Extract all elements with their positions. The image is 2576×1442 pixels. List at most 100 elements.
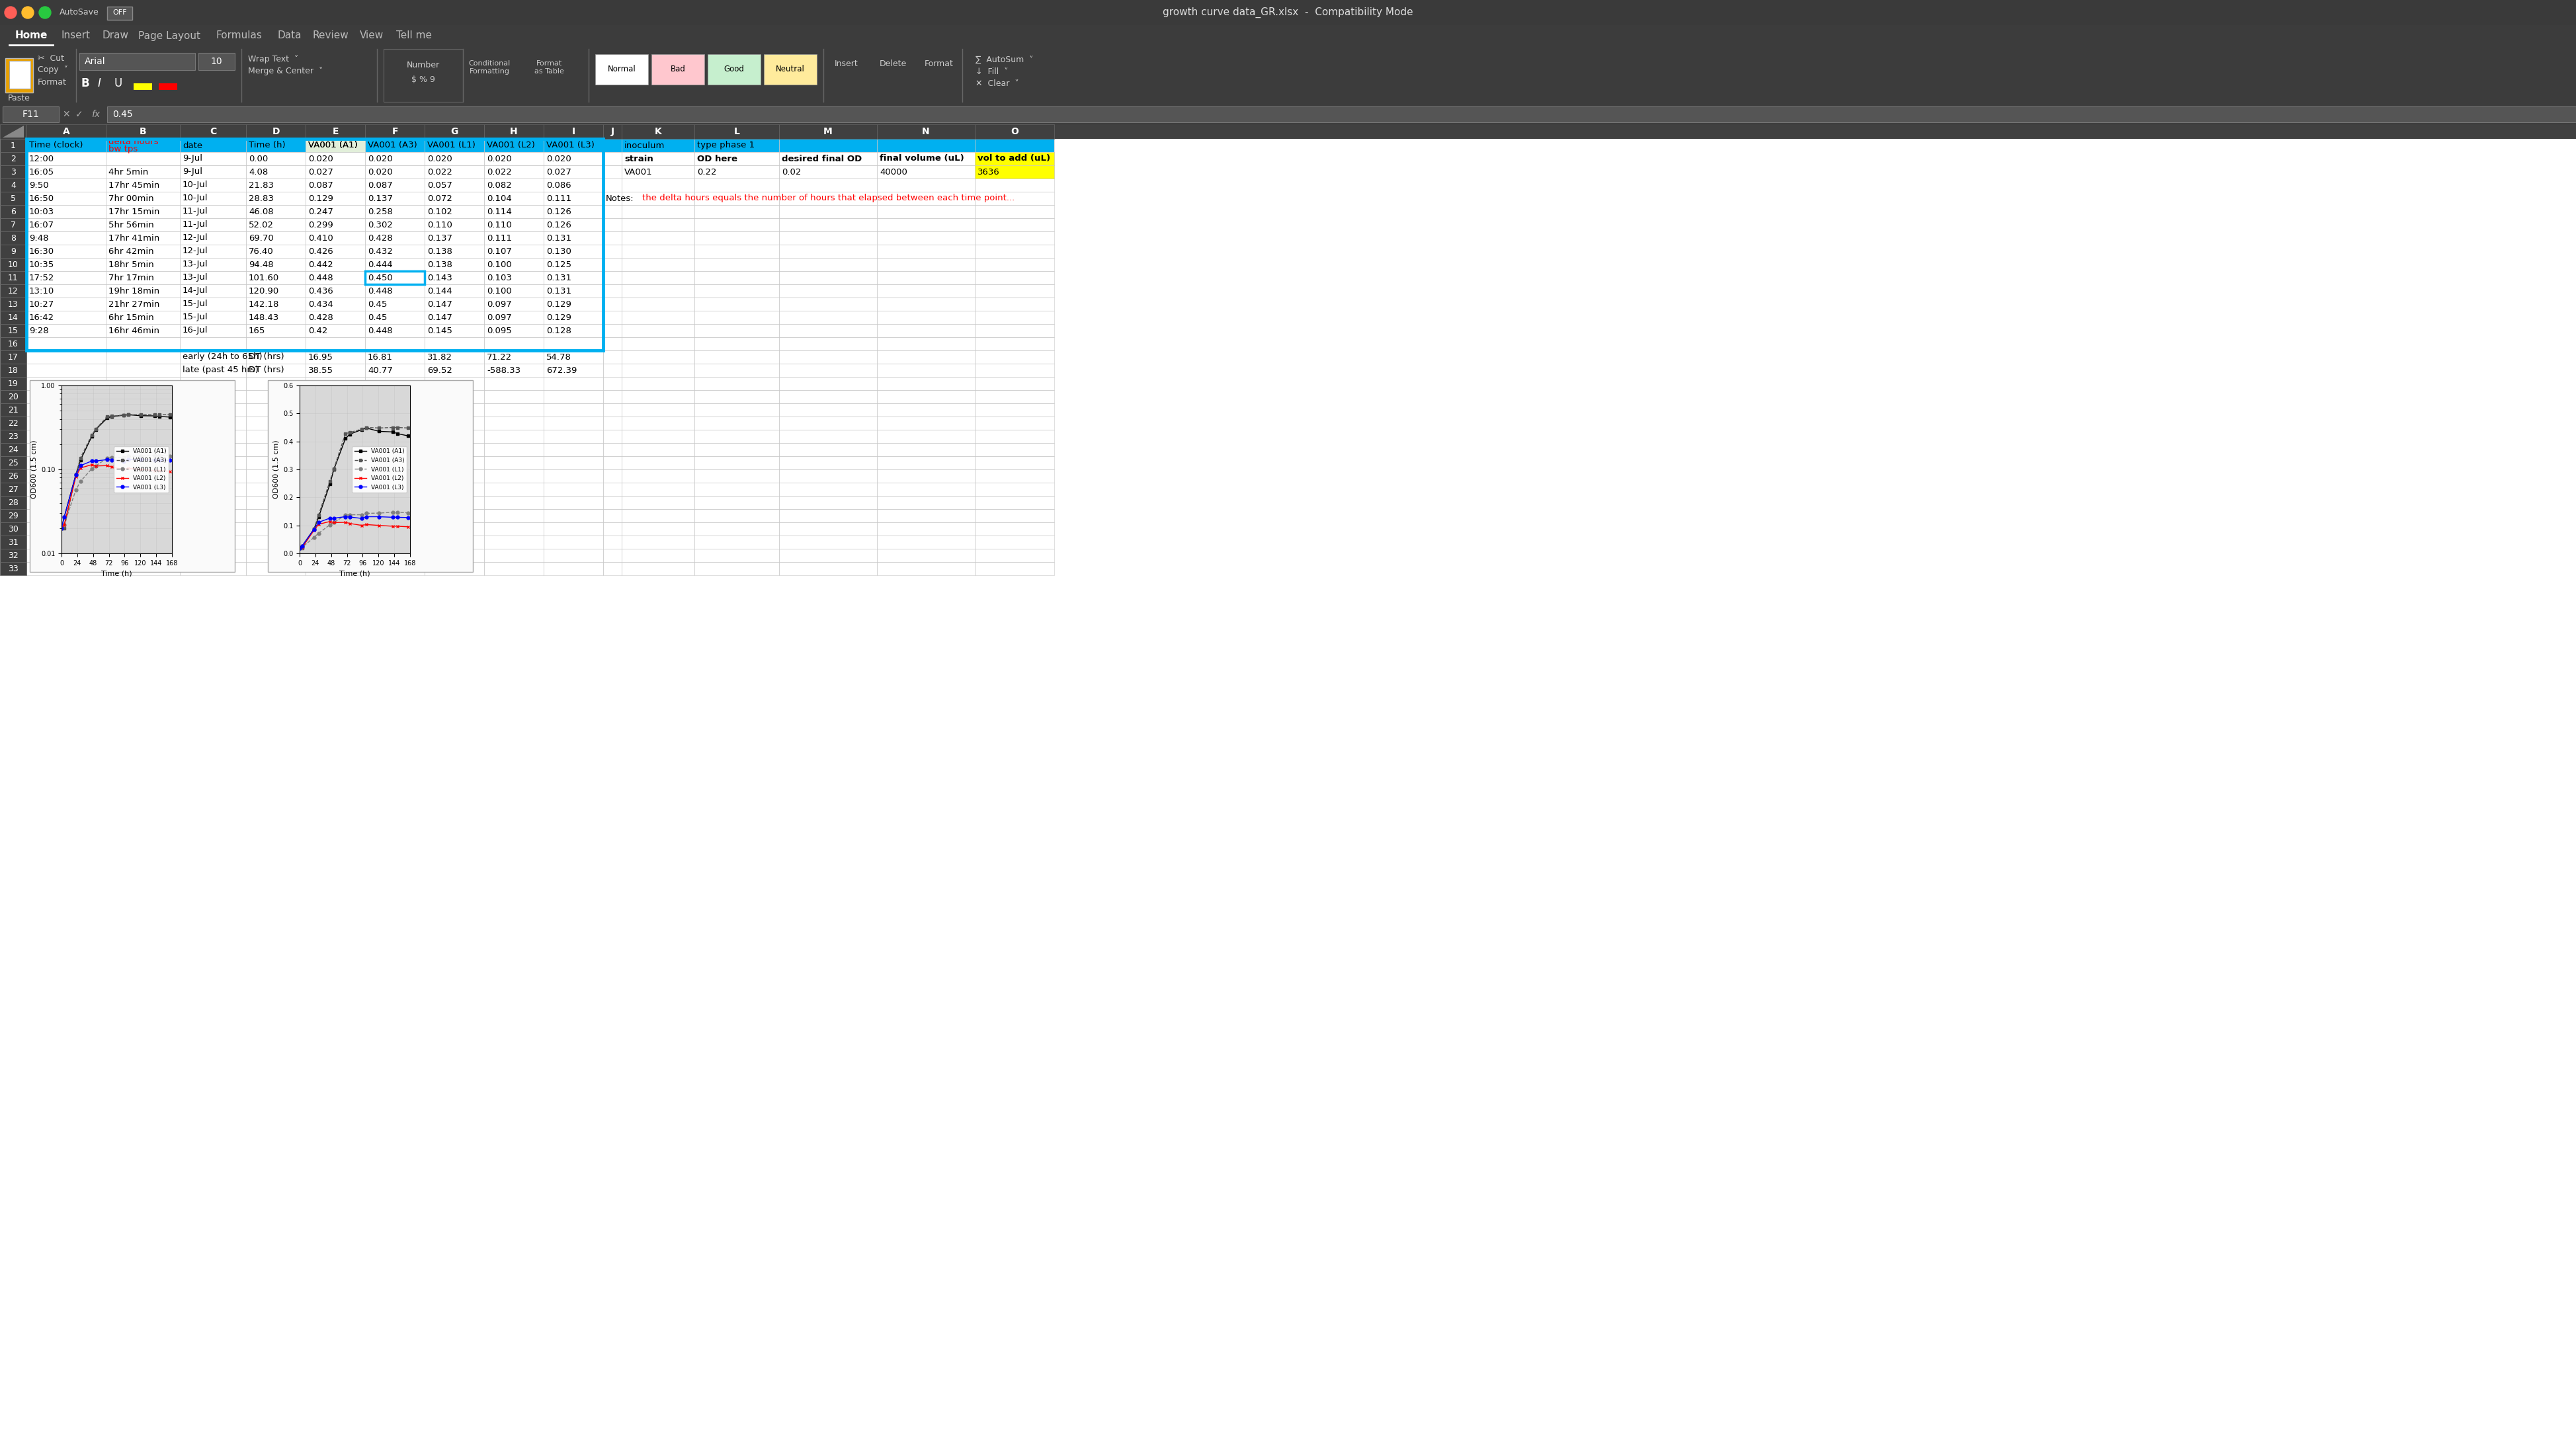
Bar [621, 205, 696, 218]
VA001 (L2) [155, 463, 185, 480]
Bar [603, 549, 621, 562]
Bar [603, 404, 621, 417]
Bar [974, 430, 1054, 443]
Text: 29: 29 [8, 512, 18, 521]
Text: as Table: as Table [533, 68, 564, 75]
Text: 0.299: 0.299 [309, 221, 332, 229]
Text: 0.450: 0.450 [368, 274, 392, 283]
Bar [778, 337, 876, 350]
X-axis label: Time (h): Time (h) [100, 570, 131, 577]
Bar [247, 231, 307, 245]
Text: 12-Jul: 12-Jul [183, 234, 209, 242]
VA001 (L1) [46, 519, 77, 536]
VA001 (L1) [304, 525, 335, 542]
Bar [0, 245, 26, 258]
Bar [247, 404, 307, 417]
Bar [366, 138, 425, 151]
Bar [0, 124, 26, 138]
Bar [696, 179, 778, 192]
Text: 16-Jul: 16-Jul [183, 326, 209, 335]
VA001 (A3) [392, 420, 422, 437]
Text: 0.082: 0.082 [487, 180, 513, 189]
Bar [876, 231, 974, 245]
Bar [876, 391, 974, 404]
VA001 (L1) [319, 513, 350, 531]
Bar [876, 258, 974, 271]
Bar [106, 192, 180, 205]
Bar [603, 231, 621, 245]
Text: 0.448: 0.448 [368, 287, 392, 296]
Bar [974, 192, 1054, 205]
Text: DT (hrs): DT (hrs) [250, 366, 283, 375]
Bar [247, 470, 307, 483]
Text: 69.70: 69.70 [250, 234, 273, 242]
VA001 (A3) [314, 473, 345, 490]
Bar [425, 138, 484, 151]
Bar [366, 483, 425, 496]
Text: Page Layout: Page Layout [139, 30, 201, 40]
VA001 (A1) [314, 476, 345, 493]
Bar [307, 430, 366, 443]
Text: 25: 25 [8, 459, 18, 467]
Text: 13-Jul: 13-Jul [183, 274, 209, 283]
Text: date: date [183, 141, 204, 150]
VA001 (L1) [77, 460, 108, 477]
Bar [876, 310, 974, 324]
VA001 (A3) [155, 407, 185, 424]
Bar [778, 509, 876, 522]
Bar [106, 138, 180, 151]
Bar [0, 337, 26, 350]
Text: 0.020: 0.020 [309, 154, 332, 163]
Bar [26, 391, 106, 404]
Bar [484, 456, 544, 470]
VA001 (A1) [330, 430, 361, 447]
Circle shape [5, 7, 15, 19]
Bar [544, 192, 603, 205]
Text: 0.448: 0.448 [309, 274, 332, 283]
Text: 19: 19 [8, 379, 18, 388]
Bar [974, 363, 1054, 376]
Bar [106, 404, 180, 417]
VA001 (L3) [93, 451, 124, 469]
Text: 0.129: 0.129 [546, 300, 572, 309]
Bar [106, 310, 180, 324]
VA001 (L1) [283, 539, 314, 557]
VA001 (L2) [59, 469, 90, 486]
Text: VA001 (A3): VA001 (A3) [368, 141, 417, 150]
Bar [544, 443, 603, 456]
Bar [544, 205, 603, 218]
Bar [180, 138, 247, 151]
VA001 (L1) [144, 447, 175, 464]
Text: 16:05: 16:05 [28, 167, 54, 176]
Text: 17hr 41min: 17hr 41min [108, 234, 160, 242]
Bar [544, 166, 603, 179]
Bar [0, 376, 26, 391]
Bar [26, 535, 106, 549]
Bar [876, 549, 974, 562]
VA001 (L2) [319, 513, 350, 531]
Bar [425, 417, 484, 430]
Bar [180, 363, 247, 376]
Text: F: F [392, 127, 397, 136]
Bar [696, 483, 778, 496]
Bar [974, 391, 1054, 404]
Bar [0, 231, 26, 245]
Bar [876, 245, 974, 258]
Text: vol to add (uL): vol to add (uL) [976, 154, 1051, 163]
Bar [366, 231, 425, 245]
Bar [425, 258, 484, 271]
Bar [0, 496, 26, 509]
VA001 (L2) [379, 518, 410, 535]
Text: ✓: ✓ [75, 110, 82, 120]
VA001 (L2) [144, 461, 175, 479]
Text: 0.247: 0.247 [309, 208, 332, 216]
Text: OFF: OFF [113, 9, 126, 16]
Bar [180, 470, 247, 483]
Text: 40.77: 40.77 [368, 366, 392, 375]
Bar [134, 84, 152, 89]
Text: Format: Format [536, 61, 562, 66]
Bar [26, 522, 1054, 535]
Bar [696, 124, 778, 138]
Bar [0, 363, 26, 376]
Bar [544, 363, 603, 376]
